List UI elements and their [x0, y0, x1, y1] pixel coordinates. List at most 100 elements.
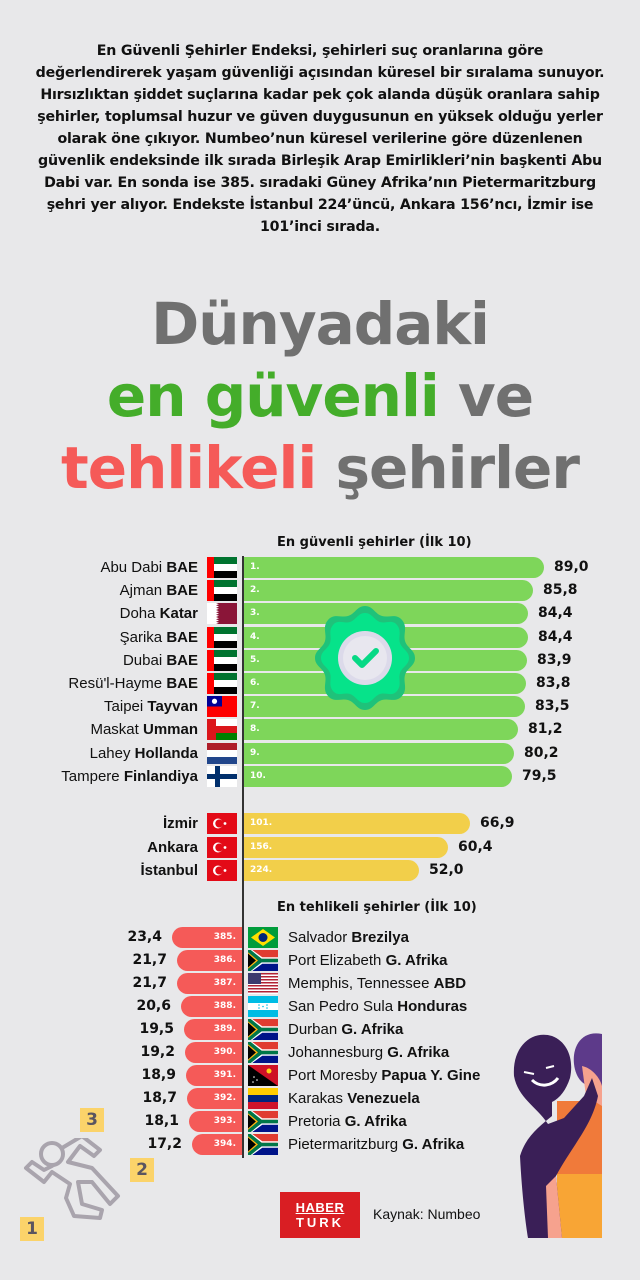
city-name: Salvador [288, 929, 348, 946]
value-label: 20,6 [136, 998, 171, 1014]
danger-city-row: 386. 21,7 Port Elizabeth G. Afrika [0, 950, 640, 971]
rank-label: 388. [213, 1001, 236, 1011]
rank-label: 387. [213, 978, 236, 988]
intro-paragraph: En Güvenli Şehirler Endeksi, şehirleri s… [35, 43, 605, 235]
flag-usa-icon [248, 973, 278, 994]
city-label: Port Elizabeth G. Afrika [288, 950, 448, 971]
value-label: 83,8 [536, 675, 571, 691]
danger-bar: 386. [177, 950, 242, 971]
flag-south-africa-icon [248, 950, 278, 971]
city-name: Pretoria [288, 1113, 341, 1130]
city-name: San Pedro Sula [288, 998, 394, 1015]
city-label: Maskat Umman [0, 719, 198, 740]
flag-papua-new-guinea-icon [248, 1065, 278, 1086]
safe-bar: 7. [244, 696, 525, 717]
source-label: Kaynak: Numbeo [373, 1206, 481, 1222]
flag-uae-icon [207, 580, 237, 601]
danger-bar: 390. [185, 1042, 242, 1063]
value-label: 18,1 [144, 1113, 179, 1129]
safe-city-row: Tampere Finlandiya 10. 79,5 [0, 766, 640, 787]
danger-bar: 388. [181, 996, 242, 1017]
logo-line2: TURK [295, 1215, 345, 1230]
city-name: Memphis, Tennessee [288, 975, 430, 992]
city-label: Tampere Finlandiya [0, 766, 198, 787]
rank-label: 101. [250, 818, 273, 828]
city-name: Pietermaritzburg [288, 1136, 399, 1153]
danger-bar: 392. [187, 1088, 242, 1109]
logo-line1: HABER [295, 1200, 345, 1215]
rank-label: 386. [213, 955, 236, 965]
country-name: BAE [166, 559, 198, 576]
country-name: BAE [166, 652, 198, 669]
danger-city-row: 393. 18,1 Pretoria G. Afrika [0, 1111, 640, 1132]
danger-bar: 389. [184, 1019, 242, 1040]
rank-label: 2. [250, 585, 260, 595]
rank-label: 4. [250, 632, 260, 642]
city-name: Şarika [119, 629, 163, 646]
haberturk-logo[interactable]: HABER TURK [280, 1192, 360, 1238]
turkey-city-row: İstanbul 224. 52,0 [0, 860, 640, 881]
title-safe: en güvenli [106, 362, 440, 430]
country-name: BAE [166, 675, 198, 692]
rank-label: 7. [250, 701, 260, 711]
city-name: Johannesburg [288, 1044, 384, 1061]
rank-label: 390. [213, 1047, 236, 1057]
flag-turkey-icon [207, 837, 237, 858]
city-label: Pietermaritzburg G. Afrika [288, 1134, 464, 1155]
turkey-bar: 101. [244, 813, 470, 834]
country-name: Venezuela [347, 1090, 420, 1107]
city-label: Dubai BAE [0, 650, 198, 671]
flag-venezuela-icon [248, 1088, 278, 1109]
page-title: Dünyadaki en güvenli ve tehlikeli şehirl… [0, 288, 640, 504]
flag-brazil-icon [248, 927, 278, 948]
city-name: Abu Dabi [100, 559, 163, 576]
value-label: 52,0 [429, 862, 464, 878]
city-name: Karakas [288, 1090, 344, 1107]
safe-bar: 2. [244, 580, 533, 601]
evidence-marker-3: 3 [80, 1108, 104, 1132]
value-label: 21,7 [132, 975, 167, 991]
value-label: 83,5 [535, 698, 570, 714]
country-name: BAE [166, 629, 198, 646]
thief-illustration-icon [512, 1026, 602, 1238]
flag-oman-icon [207, 719, 237, 740]
flag-turkey-icon [207, 860, 237, 881]
danger-city-row: 390. 19,2 Johannesburg G. Afrika [0, 1042, 640, 1063]
rank-label: 385. [213, 932, 236, 942]
safe-section-title: En güvenli şehirler (İlk 10) [277, 535, 472, 550]
city-label: İzmir [0, 813, 198, 834]
safe-city-row: Abu Dabi BAE 1. 89,0 [0, 557, 640, 578]
value-label: 66,9 [480, 815, 515, 831]
title-cities: şehirler [316, 434, 579, 502]
safe-city-row: Doha Katar 3. 84,4 [0, 603, 640, 624]
safe-city-row: Ajman BAE 2. 85,8 [0, 580, 640, 601]
city-name: Lahey [89, 745, 131, 762]
city-name: Port Elizabeth [288, 952, 382, 969]
danger-bar: 393. [189, 1111, 242, 1132]
country-name: G. Afrika [385, 952, 448, 969]
flag-south-africa-icon [248, 1111, 278, 1132]
safe-city-row: Lahey Hollanda 9. 80,2 [0, 743, 640, 764]
flag-netherlands-icon [207, 743, 237, 764]
rank-label: 10. [250, 771, 266, 781]
city-name: Dubai [122, 652, 163, 669]
city-label: Karakas Venezuela [288, 1088, 420, 1109]
flag-south-africa-icon [248, 1134, 278, 1155]
evidence-marker-1: 1 [20, 1217, 44, 1241]
title-dangerous: tehlikeli [61, 434, 317, 502]
danger-city-row: 394. 17,2 Pietermaritzburg G. Afrika [0, 1134, 640, 1155]
city-label: Taipei Tayvan [0, 696, 198, 717]
country-name: ABD [433, 975, 467, 992]
city-label: Johannesburg G. Afrika [288, 1042, 449, 1063]
city-name: Doha [119, 605, 156, 622]
value-label: 17,2 [147, 1136, 182, 1152]
flag-honduras-icon [248, 996, 278, 1017]
city-name: Durban [288, 1021, 338, 1038]
country-name: Brezilya [351, 929, 409, 946]
danger-bar: 387. [177, 973, 242, 994]
country-name: Tayvan [147, 698, 198, 715]
city-name: Resü'l-Hayme [68, 675, 163, 692]
country-name: Umman [142, 721, 198, 738]
rank-label: 391. [213, 1070, 236, 1080]
city-name: Tampere [61, 768, 120, 785]
